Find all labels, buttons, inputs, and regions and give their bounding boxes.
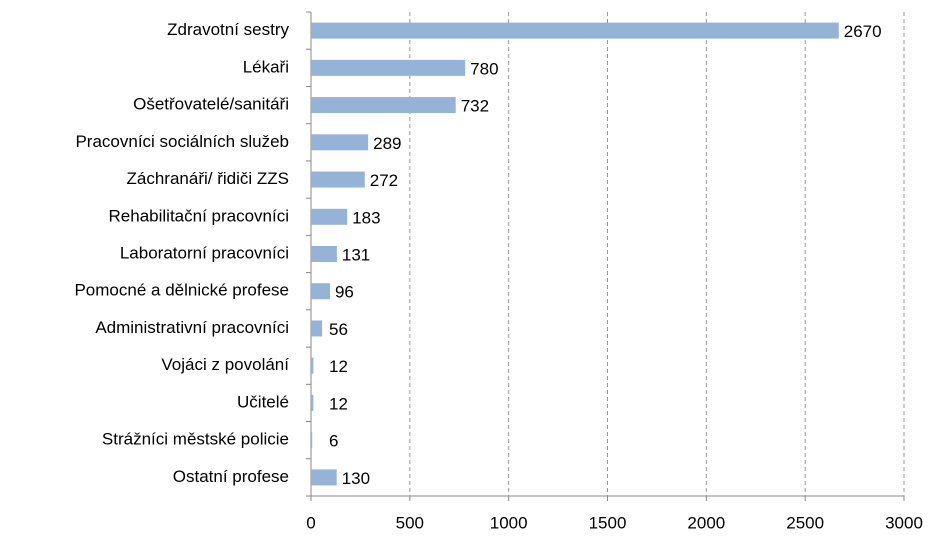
bar <box>311 394 314 411</box>
x-tick-label: 1000 <box>490 513 528 532</box>
y-tick-label: Pracovníci sociálních služeb <box>75 132 289 151</box>
value-label: 6 <box>329 432 338 451</box>
x-tick-label: 2000 <box>687 513 725 532</box>
x-tick-label: 0 <box>306 513 315 532</box>
value-label: 56 <box>329 320 348 339</box>
bar <box>311 22 839 39</box>
bar <box>311 208 348 225</box>
x-tick-label: 1500 <box>589 513 627 532</box>
value-label: 272 <box>370 171 398 190</box>
bar <box>311 59 466 76</box>
y-tick-label: Laboratorní pracovníci <box>120 243 289 262</box>
bar <box>311 432 313 449</box>
bar <box>311 171 365 188</box>
value-label: 780 <box>470 59 498 78</box>
y-tick-label: Zdravotní sestry <box>167 20 289 39</box>
y-tick-label: Strážníci městské policie <box>102 430 289 449</box>
y-tick-label: Administrativní pracovníci <box>95 318 289 337</box>
y-tick-label: Rehabilitační pracovníci <box>109 206 289 225</box>
value-label: 131 <box>342 245 370 264</box>
value-label: 289 <box>373 134 401 153</box>
value-label: 96 <box>335 283 354 302</box>
bar <box>311 97 456 114</box>
y-tick-label: Učitelé <box>237 392 289 411</box>
bar <box>311 320 323 337</box>
value-label: 183 <box>352 208 380 227</box>
y-tick-label: Lékaři <box>243 57 289 76</box>
y-tick-label: Ošetřovatelé/sanitáři <box>133 95 289 114</box>
value-label: 12 <box>329 357 348 376</box>
y-tick-label: Záchranáři/ řidiči ZZS <box>127 169 289 188</box>
bar <box>311 469 337 486</box>
x-tick-label: 500 <box>396 513 424 532</box>
y-tick-label: Pomocné a dělnické profese <box>74 281 289 300</box>
bar <box>311 283 330 300</box>
x-tick-label: 3000 <box>885 513 923 532</box>
value-label: 732 <box>461 97 489 116</box>
value-label: 2670 <box>844 22 882 41</box>
y-tick-label: Ostatní profese <box>173 467 289 486</box>
value-label: 130 <box>342 469 370 488</box>
value-label: 12 <box>329 394 348 413</box>
y-tick-label: Vojáci z povolání <box>161 355 289 374</box>
x-tick-label: 2500 <box>786 513 824 532</box>
bar <box>311 357 314 374</box>
bar <box>311 134 369 151</box>
bar <box>311 246 337 262</box>
